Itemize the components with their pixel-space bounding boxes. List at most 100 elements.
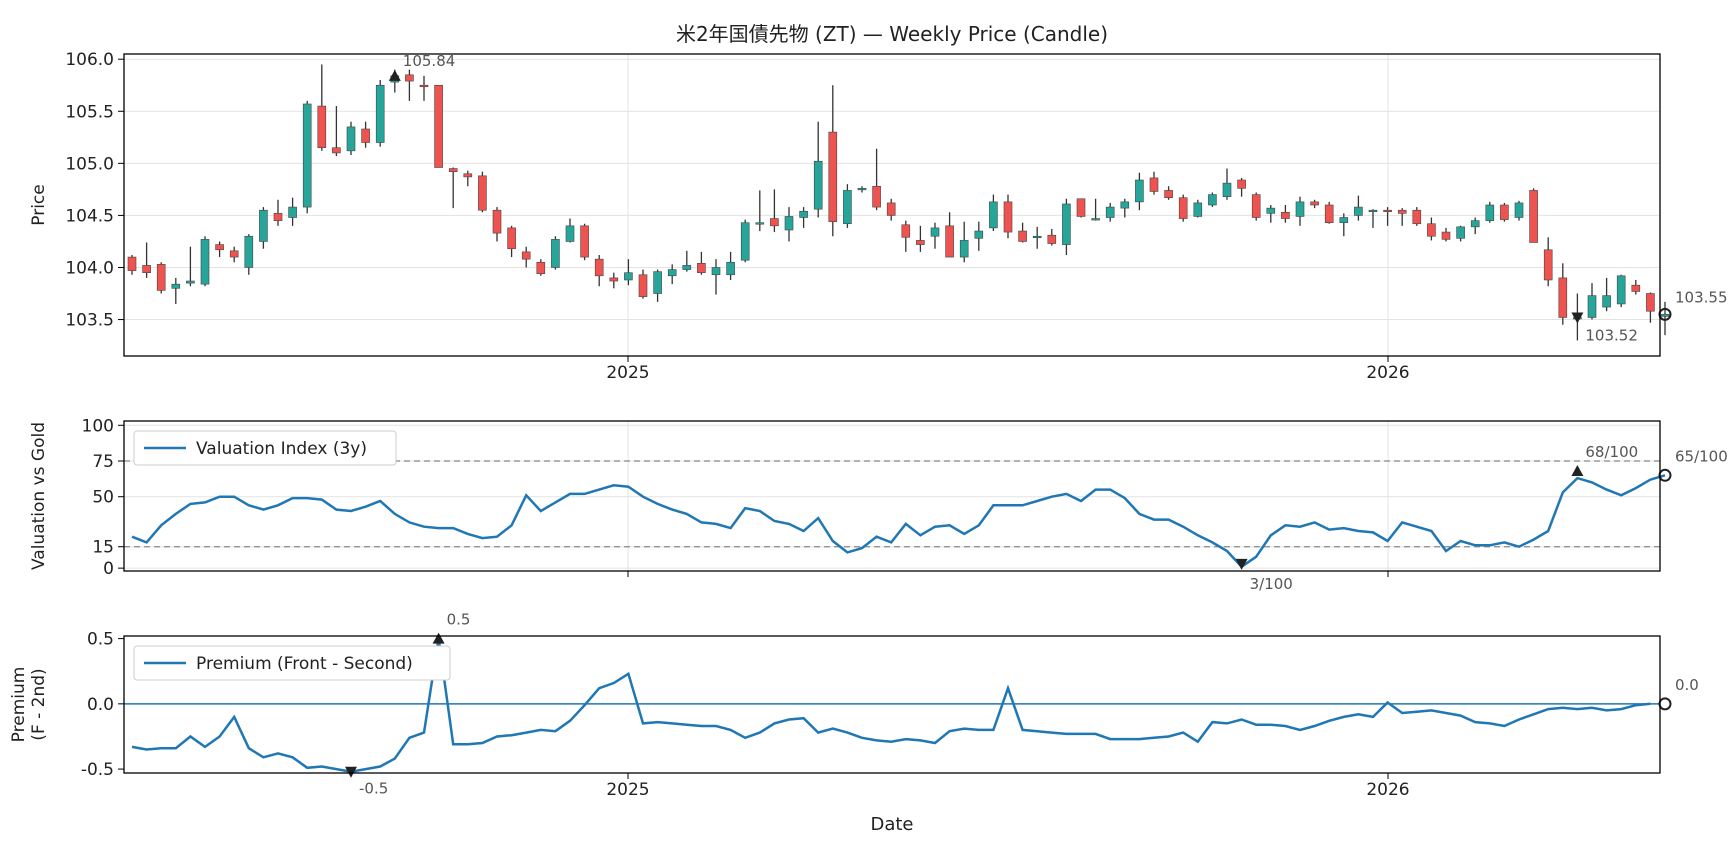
candle-body bbox=[375, 84, 385, 143]
candle-body bbox=[828, 131, 838, 222]
y-axis-label: Valuation vs Gold bbox=[29, 422, 49, 570]
candle-body bbox=[1062, 203, 1071, 245]
candle-body bbox=[551, 239, 560, 268]
candle-body bbox=[1602, 295, 1611, 308]
candle-body bbox=[1324, 204, 1334, 224]
candle-body bbox=[492, 209, 502, 234]
candle-body bbox=[1558, 277, 1568, 318]
candle-body bbox=[1178, 197, 1188, 219]
candle-body bbox=[1222, 182, 1232, 197]
candle-body bbox=[930, 227, 940, 237]
y-tick-label: 105.5 bbox=[65, 102, 114, 122]
y-tick-label: 75 bbox=[92, 452, 114, 472]
candle-body bbox=[507, 227, 516, 250]
candle-body bbox=[682, 265, 692, 270]
candle-body bbox=[1339, 217, 1349, 224]
candle-body bbox=[1237, 179, 1246, 189]
plot-frame bbox=[123, 420, 1661, 572]
x-tick-label: 2025 bbox=[606, 780, 649, 800]
candle-body bbox=[186, 280, 195, 284]
candle-body bbox=[1047, 234, 1057, 244]
plot-frame bbox=[123, 635, 1661, 774]
candle-body bbox=[1091, 218, 1100, 221]
candle-body bbox=[463, 173, 473, 178]
last-label: 0.0 bbox=[1675, 676, 1699, 694]
candle-body bbox=[1003, 201, 1013, 233]
candle-body bbox=[1616, 275, 1626, 305]
candle-body bbox=[302, 103, 312, 208]
min-label: 3/100 bbox=[1250, 575, 1293, 593]
candle-body bbox=[813, 160, 823, 210]
candle-body bbox=[536, 261, 546, 275]
y-tick-label: 15 bbox=[92, 538, 114, 558]
max-label: 0.5 bbox=[447, 611, 471, 629]
y-tick-label: 100 bbox=[82, 416, 114, 436]
candle-body bbox=[580, 225, 589, 258]
candle-body bbox=[1310, 201, 1319, 206]
valuation-panel: 015 50 75 100 Valuation vs Gold 68/100 3/100 65… bbox=[29, 416, 1728, 593]
candle-body bbox=[1587, 295, 1597, 318]
candle-body bbox=[755, 222, 765, 225]
candle-body bbox=[244, 235, 254, 268]
candle-body bbox=[1295, 201, 1305, 217]
candle-body bbox=[434, 84, 443, 168]
candle-body bbox=[1485, 204, 1495, 221]
candle-body bbox=[346, 126, 356, 152]
candle-body bbox=[1631, 284, 1641, 292]
candle-body bbox=[1646, 293, 1655, 312]
candle-body bbox=[667, 269, 677, 277]
premium-line bbox=[131, 638, 1651, 773]
candle-body bbox=[1251, 194, 1261, 218]
candle-body bbox=[843, 190, 852, 225]
candle-body bbox=[259, 209, 268, 242]
candle-body bbox=[1412, 209, 1422, 225]
min-marker bbox=[1235, 558, 1248, 570]
candle-body bbox=[332, 147, 341, 154]
y-axis-label: Price bbox=[29, 184, 49, 225]
min-label: -0.5 bbox=[359, 780, 388, 798]
y-axis-label: Premium bbox=[9, 667, 29, 743]
candle-body bbox=[799, 210, 808, 218]
candle-body bbox=[1470, 220, 1480, 228]
candle-body bbox=[726, 261, 735, 276]
candle-body bbox=[711, 267, 721, 276]
candle-body bbox=[215, 244, 224, 251]
candle-body bbox=[1383, 209, 1392, 213]
y-tick-label: 105.0 bbox=[65, 154, 114, 174]
candle-body bbox=[273, 213, 283, 221]
max-label: 105.84 bbox=[403, 52, 456, 70]
candle-body bbox=[638, 274, 648, 297]
candle-body bbox=[857, 188, 867, 191]
candle-body bbox=[697, 263, 706, 273]
valuation-line bbox=[131, 474, 1666, 569]
y-tick-label: -0.5 bbox=[81, 760, 114, 780]
candle-body bbox=[521, 251, 531, 260]
candle-body bbox=[127, 256, 137, 271]
last-marker bbox=[1658, 697, 1672, 711]
max-label: 68/100 bbox=[1585, 443, 1638, 461]
candle-body bbox=[1397, 209, 1407, 214]
candle-body bbox=[1354, 206, 1363, 216]
candle-body bbox=[609, 277, 619, 282]
candle-body bbox=[1135, 179, 1144, 203]
legend-box bbox=[133, 430, 397, 466]
candle-body bbox=[624, 272, 633, 281]
candle-body bbox=[1032, 235, 1042, 239]
candle-body bbox=[872, 185, 881, 208]
y-tick-label: 0 bbox=[103, 559, 114, 579]
last-label: 65/100 bbox=[1675, 447, 1728, 465]
y-tick-label: 106.0 bbox=[65, 50, 114, 70]
y-axis-label: (F - 2nd) bbox=[29, 668, 49, 740]
max-marker bbox=[1571, 465, 1584, 476]
candle-body bbox=[405, 74, 414, 82]
candle-body bbox=[1105, 206, 1115, 218]
legend-box bbox=[133, 645, 451, 681]
min-label: 103.52 bbox=[1585, 326, 1638, 344]
candle-body bbox=[1281, 211, 1290, 219]
candle-body bbox=[886, 202, 896, 216]
candle-body bbox=[916, 240, 925, 245]
candle-body bbox=[1529, 190, 1538, 243]
legend-label: Premium (Front - Second) bbox=[196, 654, 413, 674]
candle-body bbox=[448, 168, 458, 172]
